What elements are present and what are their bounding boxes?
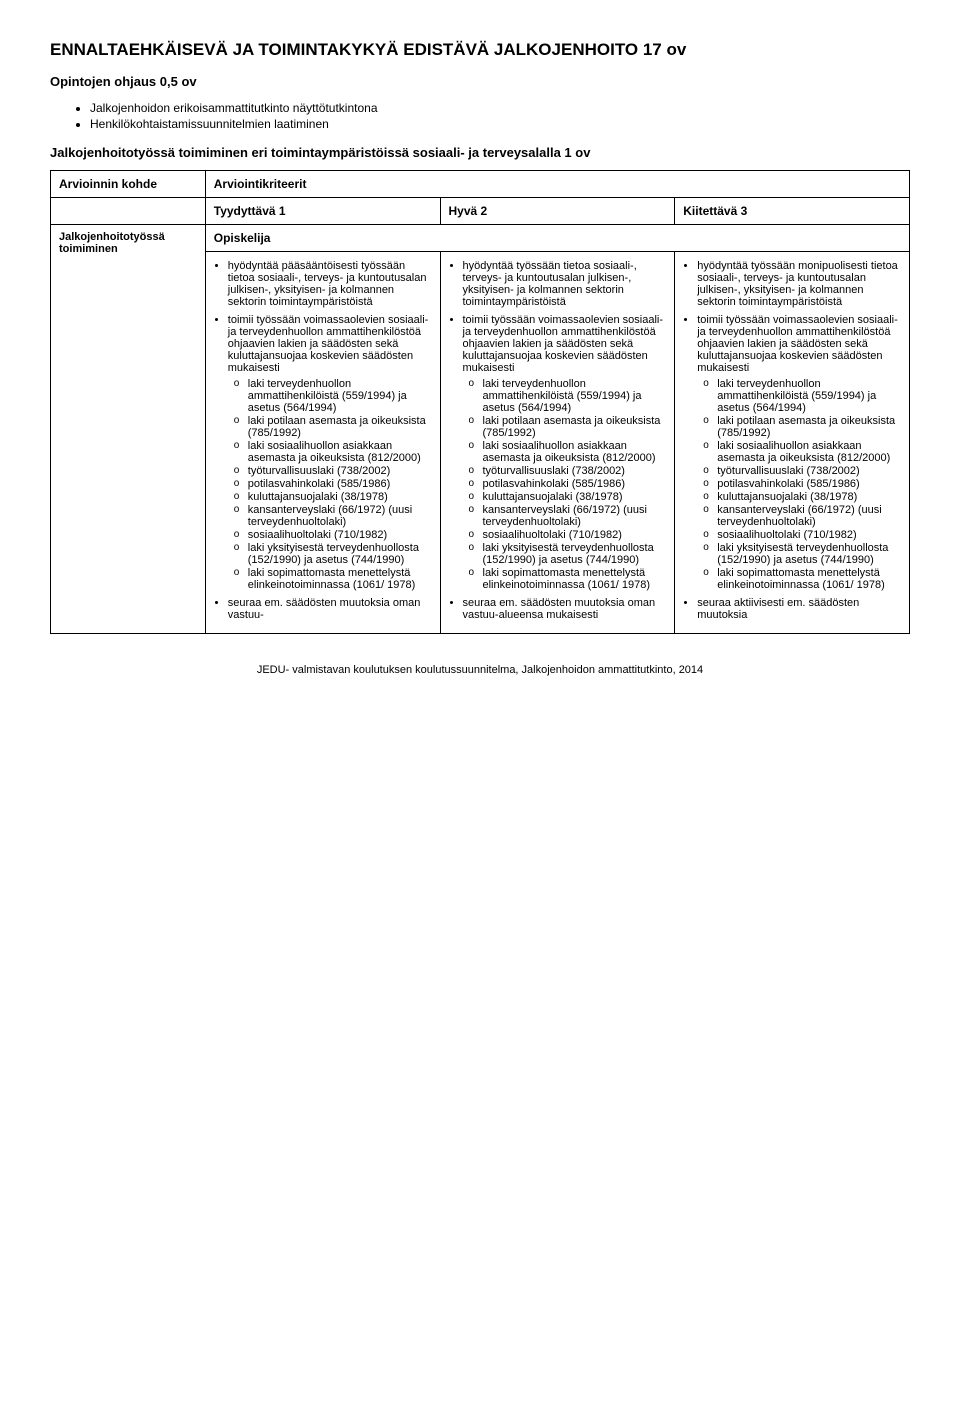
col-hyva: hyödyntää työssään tietoa sosiaali-, ter… — [440, 252, 675, 634]
bullet-text: toimii työssään voimassaolevien sosiaali… — [697, 314, 898, 374]
sub-item: laki terveydenhuollon ammattihenkilöistä… — [234, 378, 432, 414]
sub-item: laki yksityisestä terveydenhuollosta (15… — [703, 542, 901, 566]
sub-item: kansanterveyslaki (66/1972) (uusi tervey… — [469, 504, 667, 528]
opiskelija-label: Opiskelija — [214, 231, 271, 245]
sub-item: potilasvahinkolaki (585/1986) — [469, 478, 667, 490]
sub-list: laki terveydenhuollon ammattihenkilöistä… — [469, 378, 667, 591]
col-tyydyttava: hyödyntää pääsääntöisesti työssään tieto… — [205, 252, 440, 634]
opiskelija-cell: Opiskelija — [205, 225, 909, 252]
header-row: Arvioinnin kohde Arviointikriteerit — [51, 171, 910, 198]
sub-item: kuluttajansuojalaki (38/1978) — [703, 491, 901, 503]
sub-item: laki terveydenhuollon ammattihenkilöistä… — [469, 378, 667, 414]
intro-bullet-list: Jalkojenhoidon erikoisammattitutkinto nä… — [90, 101, 910, 131]
sub-item: kuluttajansuojalaki (38/1978) — [234, 491, 432, 503]
subtitle-1: Opintojen ohjaus 0,5 ov — [50, 74, 910, 89]
intro-bullet: Jalkojenhoidon erikoisammattitutkinto nä… — [90, 101, 910, 115]
sub-item: työturvallisuuslaki (738/2002) — [703, 465, 901, 477]
sub-item: laki sopimattomasta menettelystä elinkei… — [469, 567, 667, 591]
sub-item: kansanterveyslaki (66/1972) (uusi tervey… — [234, 504, 432, 528]
sub-item: laki potilaan asemasta ja oikeuksista (7… — [469, 415, 667, 439]
subtitle-2: Jalkojenhoitotyössä toimiminen eri toimi… — [50, 145, 910, 160]
sub-item: laki sosiaalihuollon asiakkaan asemasta … — [234, 440, 432, 464]
intro-bullet: Henkilökohtaistamissuunnitelmien laatimi… — [90, 117, 910, 131]
criteria-table: Arvioinnin kohde Arviointikriteerit Tyyd… — [50, 170, 910, 634]
sub-item: laki yksityisestä terveydenhuollosta (15… — [234, 542, 432, 566]
bullet: toimii työssään voimassaolevien sosiaali… — [463, 314, 667, 591]
header-arviointikriteerit: Arviointikriteerit — [205, 171, 909, 198]
sub-item: työturvallisuuslaki (738/2002) — [234, 465, 432, 477]
sub-item: laki potilaan asemasta ja oikeuksista (7… — [234, 415, 432, 439]
level-empty — [51, 198, 206, 225]
page-title: ENNALTAEHKÄISEVÄ JA TOIMINTAKYKYÄ EDISTÄ… — [50, 40, 910, 60]
sub-item: potilasvahinkolaki (585/1986) — [234, 478, 432, 490]
sub-item: sosiaalihuoltolaki (710/1982) — [469, 529, 667, 541]
sub-item: kuluttajansuojalaki (38/1978) — [469, 491, 667, 503]
sub-item: sosiaalihuoltolaki (710/1982) — [234, 529, 432, 541]
bullet: toimii työssään voimassaolevien sosiaali… — [697, 314, 901, 591]
sub-item: laki terveydenhuollon ammattihenkilöistä… — [703, 378, 901, 414]
level-kiitettava: Kiitettävä 3 — [675, 198, 910, 225]
opiskelija-row: Jalkojenhoitotyössä toimiminen Opiskelij… — [51, 225, 910, 252]
sub-item: laki sosiaalihuollon asiakkaan asemasta … — [469, 440, 667, 464]
sub-list: laki terveydenhuollon ammattihenkilöistä… — [703, 378, 901, 591]
bullet: seuraa em. säädösten muutoksia oman vast… — [463, 597, 667, 621]
level-tyydyttava: Tyydyttävä 1 — [205, 198, 440, 225]
bullet: toimii työssään voimassaolevien sosiaali… — [228, 314, 432, 591]
level-hyva: Hyvä 2 — [440, 198, 675, 225]
sub-item: laki potilaan asemasta ja oikeuksista (7… — [703, 415, 901, 439]
bullet: hyödyntää työssään tietoa sosiaali-, ter… — [463, 260, 667, 308]
sub-item: potilasvahinkolaki (585/1986) — [703, 478, 901, 490]
row-label: Jalkojenhoitotyössä toimiminen — [59, 231, 165, 255]
sub-item: kansanterveyslaki (66/1972) (uusi tervey… — [703, 504, 901, 528]
sub-item: laki yksityisestä terveydenhuollosta (15… — [469, 542, 667, 566]
bullet-text: toimii työssään voimassaolevien sosiaali… — [228, 314, 429, 374]
page-footer: JEDU- valmistavan koulutuksen koulutussu… — [50, 664, 910, 676]
bullet: hyödyntää pääsääntöisesti työssään tieto… — [228, 260, 432, 308]
header-arvioinnin-kohde: Arvioinnin kohde — [51, 171, 206, 198]
sub-item: työturvallisuuslaki (738/2002) — [469, 465, 667, 477]
sub-item: sosiaalihuoltolaki (710/1982) — [703, 529, 901, 541]
bullet-text: toimii työssään voimassaolevien sosiaali… — [463, 314, 664, 374]
row-label-cell: Jalkojenhoitotyössä toimiminen — [51, 225, 206, 634]
level-row: Tyydyttävä 1 Hyvä 2 Kiitettävä 3 — [51, 198, 910, 225]
sub-item: laki sopimattomasta menettelystä elinkei… — [234, 567, 432, 591]
bullet: seuraa em. säädösten muutoksia oman vast… — [228, 597, 432, 621]
sub-list: laki terveydenhuollon ammattihenkilöistä… — [234, 378, 432, 591]
sub-item: laki sosiaalihuollon asiakkaan asemasta … — [703, 440, 901, 464]
col-kiitettava: hyödyntää työssään monipuolisesti tietoa… — [675, 252, 910, 634]
bullet: seuraa aktiivisesti em. säädösten muutok… — [697, 597, 901, 621]
bullet: hyödyntää työssään monipuolisesti tietoa… — [697, 260, 901, 308]
sub-item: laki sopimattomasta menettelystä elinkei… — [703, 567, 901, 591]
